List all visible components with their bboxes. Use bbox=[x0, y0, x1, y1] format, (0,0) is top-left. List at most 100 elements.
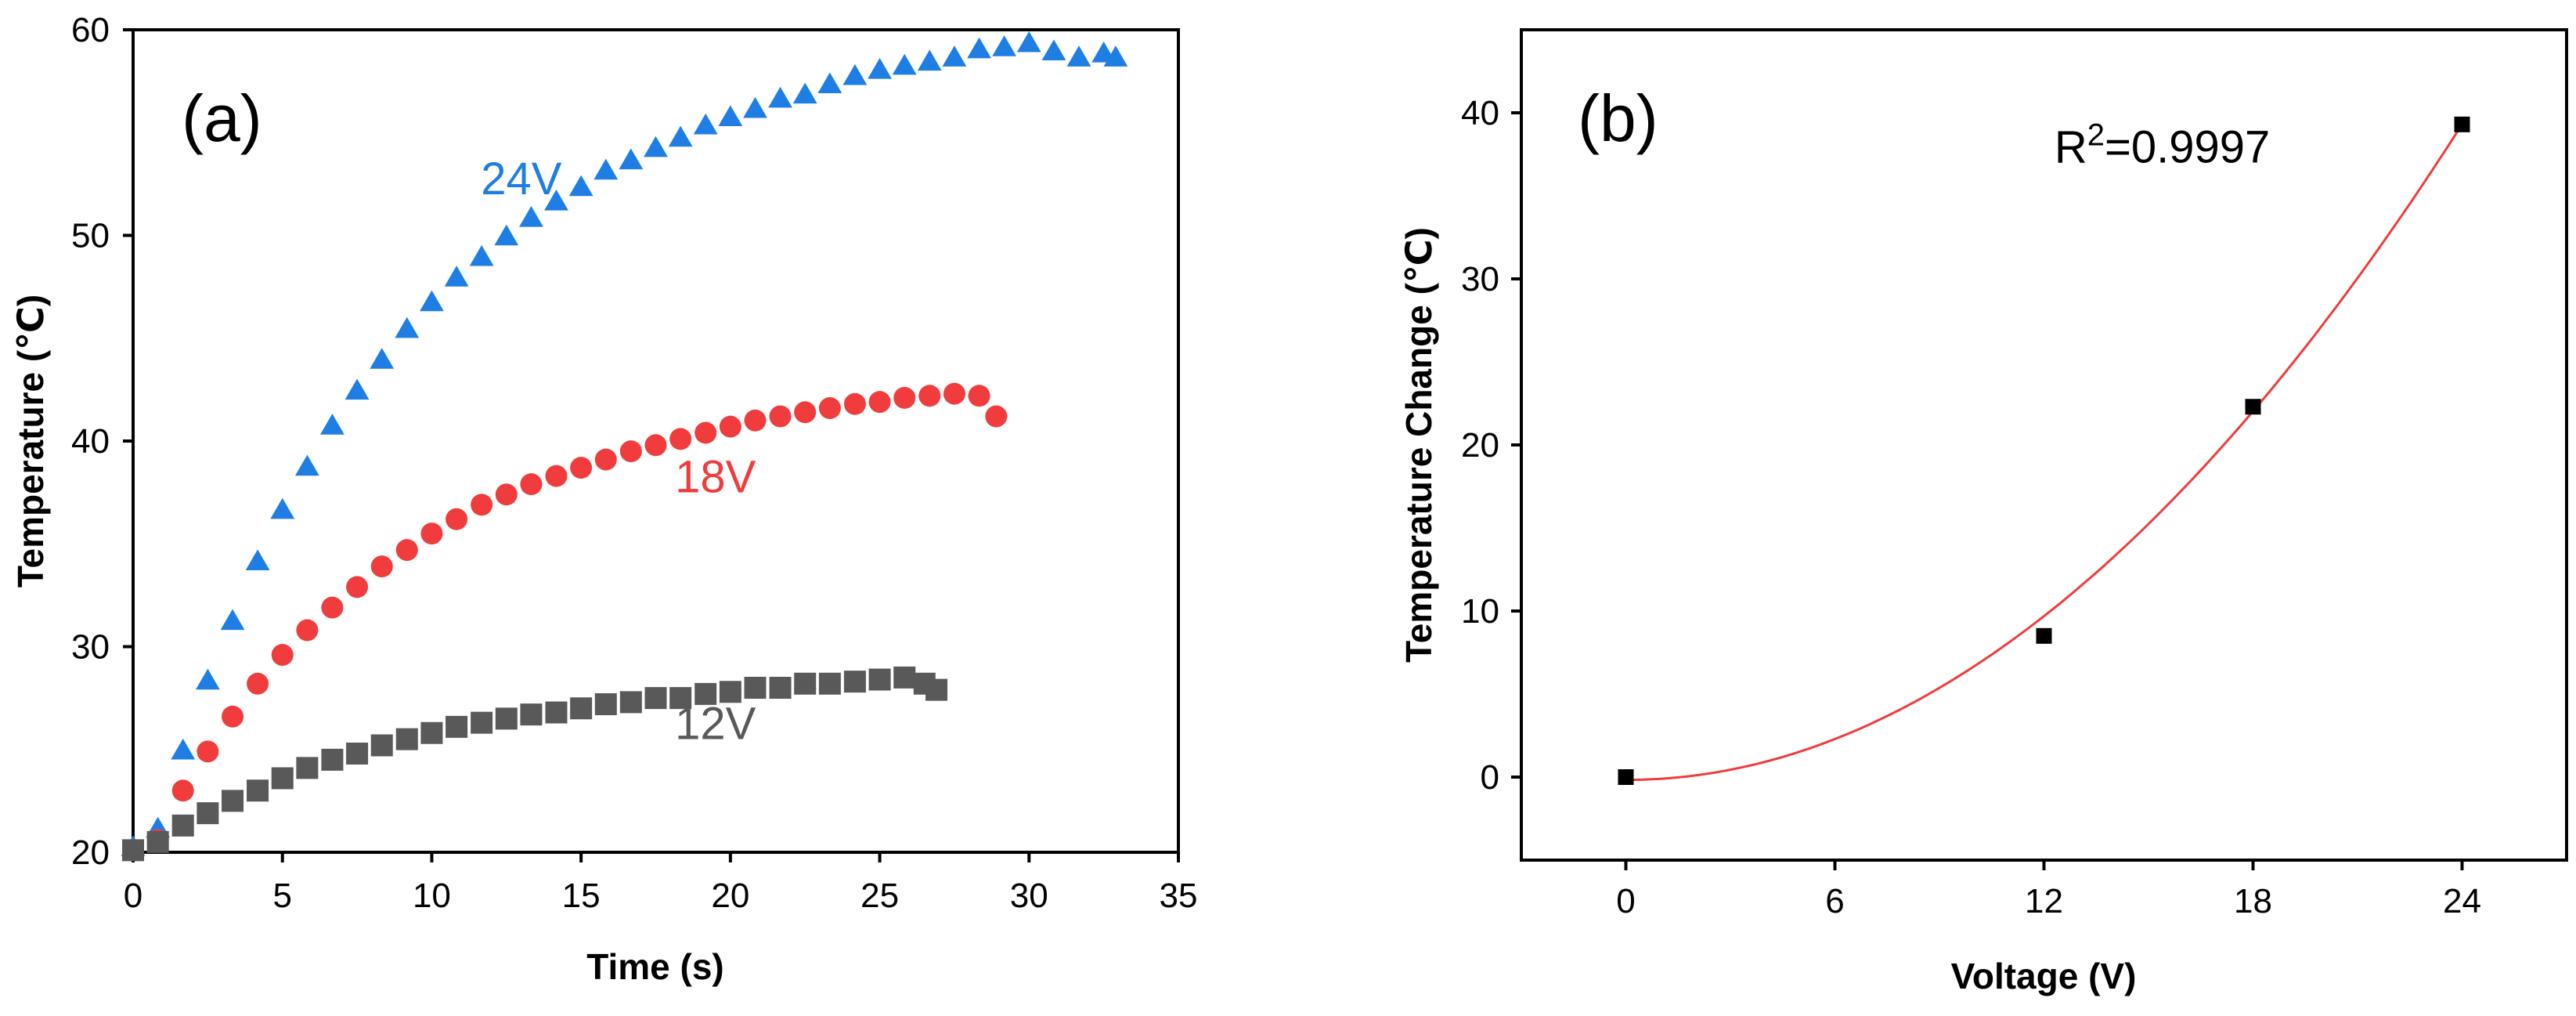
a-x-tick-label: 30 bbox=[1010, 877, 1048, 915]
panel-a-x-axis-title: Time (s) bbox=[586, 946, 724, 987]
data-point bbox=[171, 779, 194, 802]
series-18v bbox=[122, 382, 1008, 862]
series-label-18v: 18V bbox=[675, 452, 756, 503]
data-point bbox=[346, 576, 369, 598]
data-point bbox=[619, 440, 642, 463]
data-point bbox=[594, 693, 617, 715]
data-point bbox=[2454, 116, 2470, 132]
a-x-tick-label: 0 bbox=[124, 877, 143, 915]
data-point bbox=[346, 743, 369, 765]
data-point bbox=[495, 483, 518, 506]
data-point bbox=[968, 385, 990, 407]
data-point bbox=[843, 671, 866, 693]
data-point bbox=[619, 691, 642, 714]
data-point bbox=[446, 508, 468, 530]
panel-a-y-axis-title: Temperature (℃) bbox=[10, 295, 51, 588]
data-point bbox=[794, 401, 817, 424]
data-point bbox=[420, 290, 444, 312]
data-point bbox=[370, 555, 393, 578]
data-point bbox=[918, 385, 941, 407]
data-point bbox=[942, 45, 967, 67]
b-x-tick-label: 24 bbox=[2443, 882, 2481, 920]
data-point bbox=[247, 672, 269, 695]
b-y-tick-label: 40 bbox=[1461, 94, 1499, 132]
data-point bbox=[718, 105, 743, 126]
data-point bbox=[471, 711, 493, 734]
data-point bbox=[420, 522, 443, 545]
data-point bbox=[1618, 769, 1634, 785]
data-point bbox=[818, 672, 841, 695]
data-point bbox=[395, 316, 420, 338]
data-point bbox=[594, 448, 617, 471]
data-point bbox=[247, 779, 269, 802]
data-point bbox=[519, 206, 543, 227]
data-point bbox=[644, 434, 667, 457]
data-point bbox=[370, 734, 393, 757]
data-point bbox=[868, 58, 892, 79]
data-point bbox=[568, 175, 593, 197]
panel-a-data-marks bbox=[121, 31, 1128, 862]
b-y-tick-label: 30 bbox=[1461, 260, 1499, 298]
series-12v bbox=[122, 666, 948, 862]
data-point bbox=[2245, 399, 2261, 415]
data-point bbox=[122, 839, 144, 862]
data-point bbox=[2036, 627, 2052, 644]
panel-b-r-squared-annotation: R2=0.9997 bbox=[2055, 118, 2270, 173]
data-point bbox=[520, 473, 543, 496]
data-point bbox=[222, 705, 244, 728]
panel-b-y-tick-labels: 0 10 20 30 40 bbox=[1461, 94, 1499, 797]
data-point bbox=[925, 678, 948, 701]
a-x-tick-label: 20 bbox=[711, 877, 749, 915]
data-point bbox=[842, 63, 868, 85]
data-point bbox=[171, 738, 196, 760]
panel-b-label: (b) bbox=[1578, 81, 1658, 155]
b-y-tick-label: 10 bbox=[1461, 592, 1499, 631]
data-point bbox=[321, 596, 344, 619]
data-point bbox=[570, 457, 593, 479]
data-point bbox=[296, 619, 319, 642]
panel-a-series-labels: 24V 18V 12V bbox=[481, 154, 756, 750]
data-point bbox=[893, 666, 916, 689]
data-point bbox=[619, 148, 644, 170]
data-point bbox=[395, 728, 418, 750]
data-point bbox=[545, 465, 568, 487]
data-point bbox=[769, 405, 792, 428]
data-point bbox=[444, 266, 469, 287]
a-x-tick-label: 5 bbox=[272, 877, 291, 915]
data-point bbox=[669, 687, 692, 710]
data-point bbox=[1066, 45, 1091, 67]
data-point bbox=[893, 386, 916, 409]
data-point bbox=[644, 136, 668, 157]
data-point bbox=[321, 748, 344, 771]
data-point bbox=[469, 244, 494, 266]
data-point bbox=[294, 454, 319, 476]
data-point bbox=[320, 414, 345, 435]
panel-b-x-axis-title: Voltage (V) bbox=[1951, 956, 2137, 996]
panel-a-label: (a) bbox=[182, 81, 262, 155]
data-point bbox=[420, 721, 443, 744]
data-point bbox=[271, 767, 294, 790]
panel-b-y-axis-title: Temperature Change (℃) bbox=[1398, 227, 1439, 663]
data-point bbox=[544, 190, 568, 211]
data-point bbox=[868, 668, 891, 691]
panel-b-data-marks bbox=[1618, 116, 2470, 785]
data-point bbox=[693, 113, 718, 135]
data-point bbox=[669, 428, 692, 450]
data-point bbox=[271, 644, 294, 666]
series-24v bbox=[121, 31, 1128, 856]
data-point bbox=[768, 86, 792, 108]
data-point bbox=[370, 348, 395, 369]
data-point bbox=[1041, 39, 1066, 60]
panel-a-x-tick-labels: 0 5 10 15 20 25 30 35 bbox=[124, 877, 1198, 915]
b-x-tick-label: 6 bbox=[1825, 882, 1844, 920]
data-point bbox=[446, 715, 468, 738]
data-point bbox=[719, 681, 741, 703]
data-point bbox=[943, 382, 965, 405]
data-point bbox=[843, 392, 866, 415]
data-point bbox=[769, 677, 792, 699]
data-point bbox=[695, 421, 717, 444]
data-point bbox=[868, 391, 891, 414]
a-x-tick-label: 10 bbox=[413, 877, 451, 915]
